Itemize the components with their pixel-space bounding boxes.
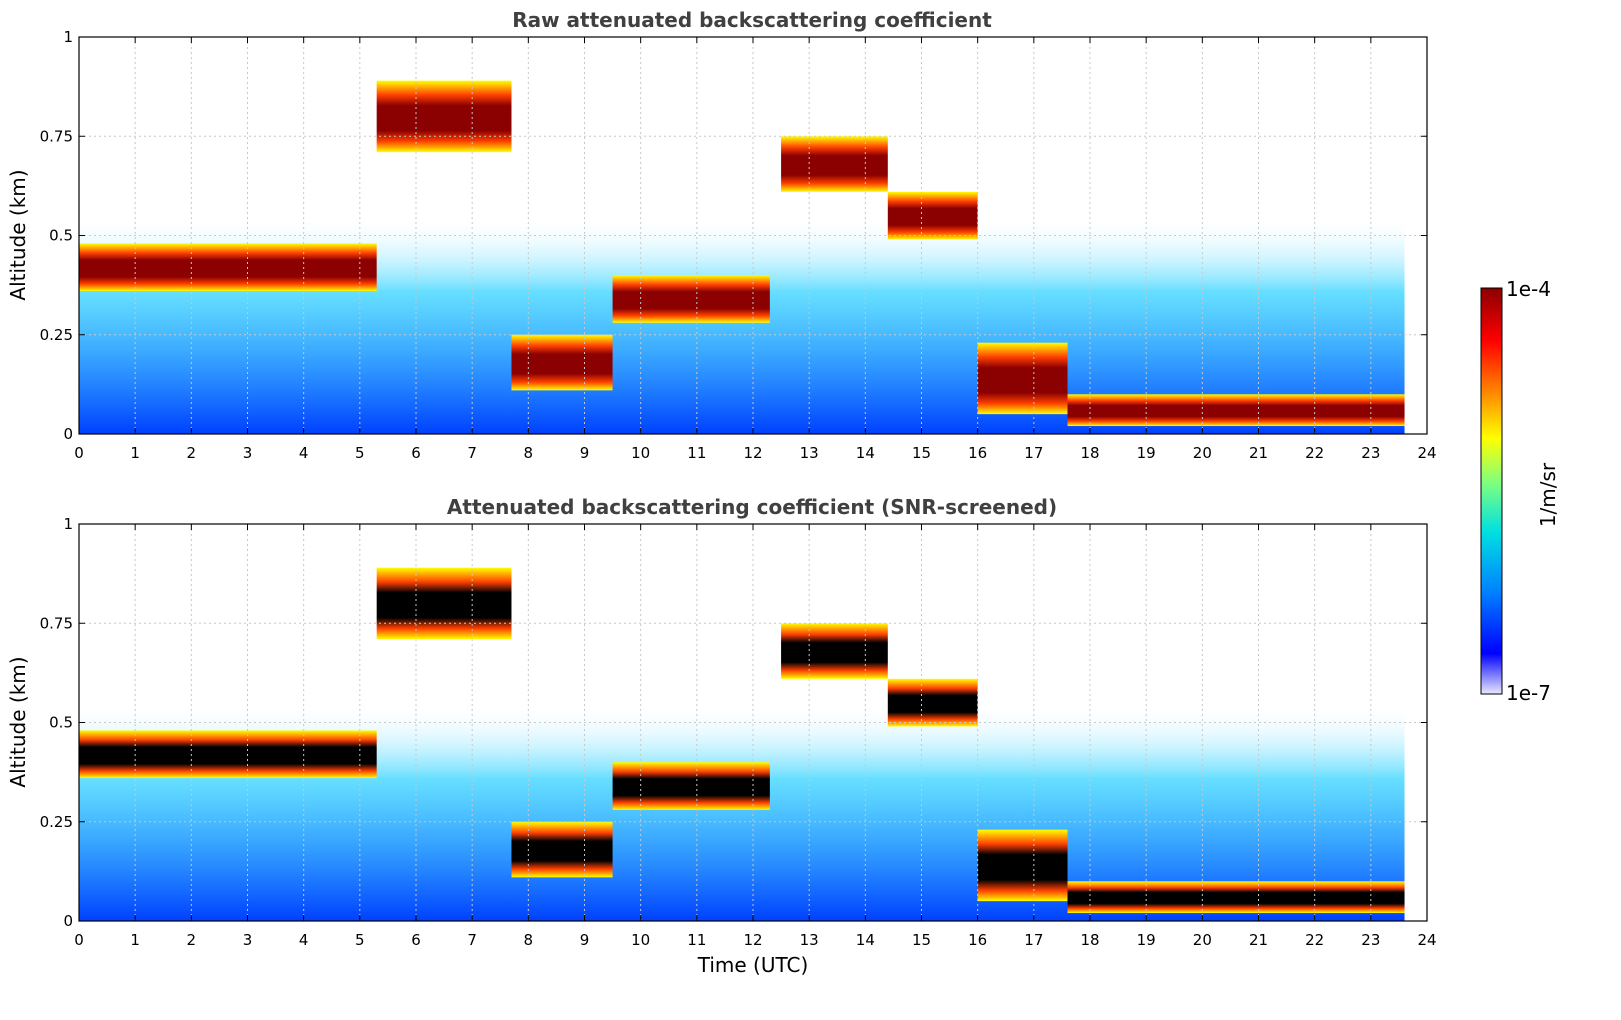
panel-screened-xtick-label: 9 [580,931,590,949]
panel-screened-xtick-label: 23 [1361,931,1380,949]
panel-screened-layer-2 [511,821,613,878]
panel-screened-xtick-label: 3 [243,931,253,949]
panel-raw-xtick-label: 7 [467,444,477,462]
panel-screened-title: Attenuated backscattering coefficient (S… [447,495,1057,519]
panel-raw-xtick-label: 20 [1193,444,1212,462]
panel-raw-xtick-label: 4 [299,444,309,462]
panel-screened-xtick-label: 12 [743,931,762,949]
panel-screened-ytick-label: 0.25 [40,813,73,831]
panel-screened-ytick-label: 0 [63,912,73,930]
panel-raw-ylabel: Altitude (km) [6,169,30,300]
panel-screened-xtick-label: 15 [912,931,931,949]
panel-raw-ytick-label: 1 [63,28,73,46]
panel-raw-xtick-label: 19 [1137,444,1156,462]
panel-raw-xtick-label: 24 [1417,444,1436,462]
colorbar-unit-label: 1/m/sr [1536,462,1560,527]
panel-raw-layer-6 [977,342,1068,415]
panel-screened-heat [79,567,1405,921]
panel-screened-grid [79,524,1427,921]
panel-screened-xtick-label: 16 [968,931,987,949]
panel-raw-heat [79,80,1405,434]
panel-screened-xtick-label: 1 [130,931,140,949]
panel-raw-xtick-label: 0 [74,444,84,462]
panel-screened-layer-3 [612,762,770,810]
panel-raw-layer-1 [376,80,512,153]
panel-raw-xtick-label: 18 [1080,444,1099,462]
panel-raw-xtick-label: 14 [856,444,875,462]
panel-screened-layer-5 [887,678,978,727]
panel-raw-ytick-label: 0 [63,425,73,443]
panel-screened-ytick-label: 0.5 [49,714,73,732]
panel-screened-ylabel: Altitude (km) [6,656,30,787]
panel-raw-xtick-label: 13 [800,444,819,462]
panel-raw-xtick-label: 9 [580,444,590,462]
colorbar-max-label: 1e-4 [1506,277,1551,301]
panel-raw-xtick-label: 12 [743,444,762,462]
panel-raw-xtick-label: 11 [687,444,706,462]
panel-screened-xtick-label: 18 [1080,931,1099,949]
panel-screened-xtick-label: 0 [74,931,84,949]
panel-screened-xtick-label: 17 [1024,931,1043,949]
panel-raw-xticks: 0 1 2 3 4 5 6 7 8 9 10 11 12 13 14 15 16 17 18 19 20 21 22 23 24 [74,37,1437,462]
panel-screened: Attenuated backscattering coefficient (S… [6,495,1437,977]
panel-screened-xtick-label: 8 [524,931,534,949]
panel-raw-xtick-label: 16 [968,444,987,462]
panel-screened-xtick-label: 10 [631,931,650,949]
panel-screened-xticks: 0 1 2 3 4 5 6 7 8 9 10 11 12 13 14 15 16 17 18 19 20 21 22 23 24 [74,524,1437,949]
panel-raw-title: Raw attenuated backscattering coefficien… [512,8,992,32]
panel-screened-xtick-label: 20 [1193,931,1212,949]
colorbar-min-label: 1e-7 [1506,681,1551,705]
panel-raw-xtick-label: 17 [1024,444,1043,462]
panel-raw-xtick-label: 2 [187,444,197,462]
panel-screened-xlabel: Time (UTC) [697,953,809,977]
panel-screened-xtick-label: 22 [1305,931,1324,949]
panel-screened-xtick-label: 5 [355,931,365,949]
colorbar: 1e-4 1e-7 1/m/sr [1480,277,1560,705]
panel-screened-xtick-label: 6 [411,931,421,949]
panel-screened-xtick-label: 14 [856,931,875,949]
panel-raw-ytick-label: 0.5 [49,227,73,245]
panel-screened-xtick-label: 13 [800,931,819,949]
panel-raw-xtick-label: 15 [912,444,931,462]
panel-screened-ytick-label: 0.75 [40,614,73,632]
panel-screened-yticks: 0 0.25 0.5 0.75 1 [40,515,1427,930]
panel-screened-xtick-label: 4 [299,931,309,949]
panel-raw-xtick-label: 1 [130,444,140,462]
panel-screened-xtick-label: 19 [1137,931,1156,949]
panel-screened-layer-7 [1067,881,1405,914]
panel-screened-xtick-label: 11 [687,931,706,949]
panel-raw-layer-5 [887,191,978,240]
panel-screened-ytick-label: 1 [63,515,73,533]
panel-raw-xtick-label: 21 [1249,444,1268,462]
panel-screened-layer-6 [977,829,1068,902]
panel-raw-layer-0 [79,243,377,292]
panel-raw-grid [79,37,1427,434]
panel-raw-xtick-label: 5 [355,444,365,462]
panel-raw-xtick-label: 6 [411,444,421,462]
panel-raw-xtick-label: 22 [1305,444,1324,462]
panel-raw-layer-2 [511,334,613,391]
panel-screened-xtick-label: 21 [1249,931,1268,949]
colorbar-scale [1480,287,1503,695]
panel-screened-xtick-label: 24 [1417,931,1436,949]
panel-raw-layer-4 [781,136,888,192]
panel-raw-xtick-label: 8 [524,444,534,462]
panel-screened-layer-1 [376,567,512,640]
panel-raw-layer-7 [1067,394,1405,427]
panel-raw-ytick-label: 0.75 [40,127,73,145]
panel-raw-layer-3 [612,275,770,323]
panel-screened-xtick-label: 2 [187,931,197,949]
panel-raw-yticks: 0 0.25 0.5 0.75 1 [40,28,1427,443]
panel-raw-xtick-label: 10 [631,444,650,462]
panel-screened-layer-4 [781,623,888,679]
panel-raw: Raw attenuated backscattering coefficien… [6,8,1437,462]
panel-screened-xtick-label: 7 [467,931,477,949]
panel-raw-xtick-label: 23 [1361,444,1380,462]
panel-raw-ytick-label: 0.25 [40,326,73,344]
panel-screened-layer-0 [79,730,377,779]
panel-raw-xtick-label: 3 [243,444,253,462]
